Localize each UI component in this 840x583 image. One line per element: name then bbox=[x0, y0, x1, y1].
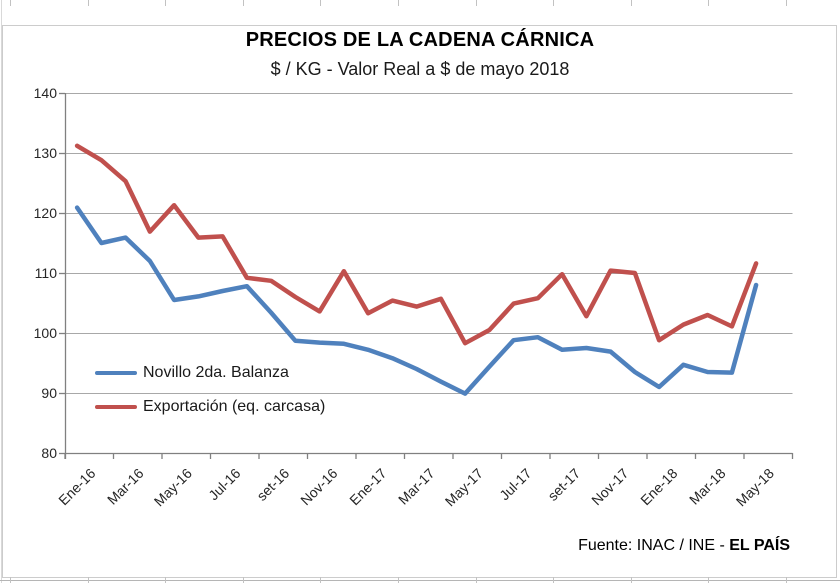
spreadsheet-tick bbox=[320, 577, 321, 583]
spreadsheet-tick bbox=[708, 0, 709, 6]
y-axis-label-90: 90 bbox=[41, 385, 57, 401]
spreadsheet-tick bbox=[631, 0, 632, 6]
series-line-exportacion bbox=[74, 143, 759, 346]
chart-title: PRECIOS DE LA CADENA CÁRNICA bbox=[245, 29, 595, 51]
y-axis-label-130: 130 bbox=[33, 145, 57, 161]
spreadsheet-tick bbox=[165, 577, 166, 583]
spreadsheet-tick bbox=[786, 577, 787, 583]
y-axis-label-140: 140 bbox=[33, 85, 57, 101]
source-prefix: Fuente: INAC / INE - bbox=[578, 537, 730, 554]
legend-item-exportacion: Exportación (eq. carcasa) bbox=[95, 398, 325, 416]
chart-subtitle: $ / KG - Valor Real a $ de mayo 2018 bbox=[270, 59, 570, 79]
spreadsheet-tick bbox=[398, 0, 399, 6]
spreadsheet-left-gridline bbox=[1, 0, 2, 583]
spreadsheet-tick bbox=[708, 577, 709, 583]
source-publisher: EL PAÍS bbox=[729, 537, 790, 554]
y-axis-label-120: 120 bbox=[33, 205, 57, 221]
spreadsheet-tick bbox=[320, 0, 321, 6]
spreadsheet-tick bbox=[243, 0, 244, 6]
spreadsheet-tick bbox=[10, 0, 11, 6]
legend-label-novillo: Novillo 2da. Balanza bbox=[143, 364, 289, 381]
spreadsheet-tick bbox=[631, 577, 632, 583]
spreadsheet-tick bbox=[786, 0, 787, 6]
legend-swatch-red-line bbox=[95, 405, 137, 409]
source-credit: Fuente: INAC / INE - EL PAÍS bbox=[578, 537, 790, 555]
spreadsheet-row-gridline bbox=[0, 580, 840, 581]
y-axis-label-110: 110 bbox=[34, 265, 57, 281]
y-axis-label-80: 80 bbox=[41, 445, 57, 461]
legend-label-exportacion: Exportación (eq. carcasa) bbox=[143, 398, 326, 415]
spreadsheet-tick bbox=[10, 577, 11, 583]
spreadsheet-tick bbox=[243, 577, 244, 583]
spreadsheet-tick bbox=[476, 0, 477, 6]
spreadsheet-tick bbox=[398, 577, 399, 583]
spreadsheet-tick bbox=[476, 577, 477, 583]
spreadsheet-tick bbox=[88, 577, 89, 583]
y-axis-label-100: 100 bbox=[33, 325, 57, 341]
series-line-novillo bbox=[74, 205, 759, 396]
spreadsheet-tick bbox=[553, 577, 554, 583]
legend-swatch-blue-line bbox=[95, 371, 137, 375]
spreadsheet-tick bbox=[165, 0, 166, 6]
spreadsheet-tick bbox=[553, 0, 554, 6]
spreadsheet-tick bbox=[88, 0, 89, 6]
legend-item-novillo: Novillo 2da. Balanza bbox=[95, 364, 289, 382]
chart-frame bbox=[2, 25, 837, 578]
